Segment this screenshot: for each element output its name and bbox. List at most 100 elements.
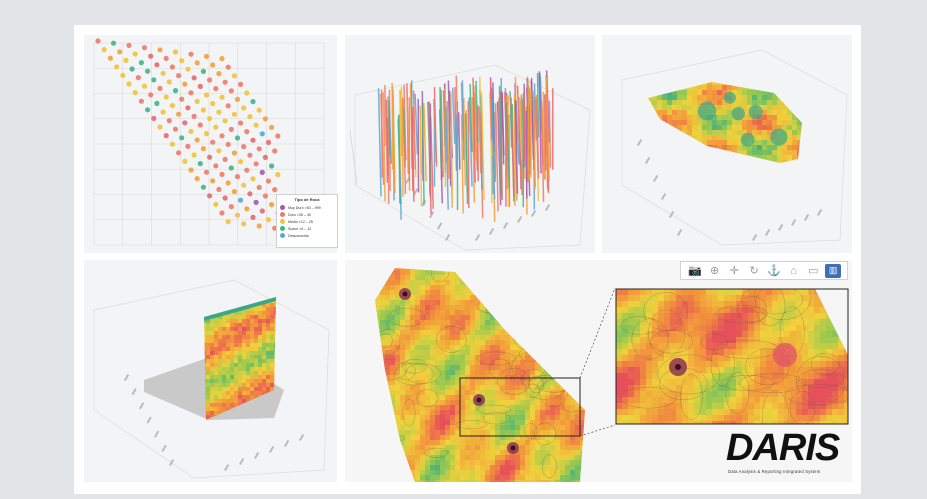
home-icon[interactable]: ⌂ xyxy=(790,264,797,277)
scatter-point xyxy=(210,101,216,107)
scatter-point xyxy=(200,184,206,190)
legend-swatch xyxy=(280,226,285,231)
bar-mark xyxy=(388,100,391,156)
scatter-point xyxy=(157,47,163,53)
scatter-point xyxy=(138,98,144,104)
bar-mark xyxy=(536,94,540,179)
scatter-point xyxy=(228,88,234,94)
scatter-point xyxy=(225,180,231,186)
legend-label: Suave >0 – 12 xyxy=(288,226,312,231)
pan-icon[interactable]: ✛ xyxy=(729,265,739,277)
contour-map xyxy=(375,268,585,482)
scatter-point xyxy=(154,100,160,106)
surface-3d-panel[interactable] xyxy=(602,35,852,253)
scatter-point xyxy=(148,53,154,59)
bar-mark xyxy=(412,90,417,170)
legend-swatch xyxy=(280,212,285,217)
legend-swatch xyxy=(280,219,285,224)
scatter-point xyxy=(256,146,262,152)
scatter-point xyxy=(234,212,241,218)
bar-mark xyxy=(382,92,386,202)
scatter-point xyxy=(265,178,272,184)
bar-mark xyxy=(457,112,461,170)
bar-mark xyxy=(450,113,453,208)
contour-map-panel[interactable] xyxy=(345,260,852,482)
bar-mark xyxy=(464,113,469,205)
logo-tagline: Data Analysis & Reporting Integrated Sys… xyxy=(728,469,821,474)
scatter-point xyxy=(265,139,272,145)
scatter-point xyxy=(259,131,265,137)
plot-toolbar: 📷 ⊕ ✛ ↻ ⚓ ⌂ ▭ ▥ xyxy=(680,261,848,280)
scatter-point xyxy=(176,150,182,156)
scatter-point xyxy=(269,163,275,169)
bar-mark xyxy=(455,114,458,171)
camera-icon[interactable]: 📷 xyxy=(688,265,702,277)
scatter-point xyxy=(145,68,151,74)
bar-mark xyxy=(419,120,423,207)
anchor-icon[interactable]: ⚓ xyxy=(767,265,781,277)
bar-mark xyxy=(397,115,401,204)
bar-mark xyxy=(539,72,543,131)
scatter-point xyxy=(176,73,182,79)
scatter-point xyxy=(210,62,216,68)
scatter-point xyxy=(253,161,259,167)
bar-mark xyxy=(401,100,404,197)
legend-item[interactable]: Duro >35 – 40 xyxy=(280,211,334,218)
legend-item[interactable]: Desconocido xyxy=(280,232,334,239)
scatter-point xyxy=(207,154,213,160)
scatter-point xyxy=(197,161,203,167)
scatter-point xyxy=(250,99,256,105)
scatter-point xyxy=(166,118,172,124)
scatter-point xyxy=(244,167,250,173)
scatter-point xyxy=(114,64,120,70)
scatter-point xyxy=(185,66,191,72)
scatter-point xyxy=(228,204,234,210)
scatter-point xyxy=(225,64,231,70)
scatter-point xyxy=(172,49,179,55)
scatter-point xyxy=(179,96,185,102)
scatter-point xyxy=(132,90,138,96)
scatter-point xyxy=(179,135,185,141)
zoom-icon[interactable]: ⊕ xyxy=(710,265,720,277)
scatter-point xyxy=(262,154,268,160)
bar-mark xyxy=(525,110,528,199)
scatter-point xyxy=(241,182,247,188)
bars-3d-panel[interactable] xyxy=(345,35,595,253)
bar-chart-icon[interactable]: ▥ xyxy=(825,263,842,278)
scatter-point xyxy=(185,105,191,111)
legend-swatch xyxy=(280,205,285,210)
scatter-point xyxy=(138,60,144,66)
legend-item[interactable]: Muy Duro >40 – 999 xyxy=(280,204,334,211)
scatter-point xyxy=(203,92,210,98)
bar-mark xyxy=(505,102,511,188)
bar-mark xyxy=(475,80,479,143)
scatter-point xyxy=(253,122,259,128)
bar-mark xyxy=(528,105,531,175)
scatter-point xyxy=(219,56,225,62)
scatter-point xyxy=(225,219,231,225)
legend-title: Tipo de Roca xyxy=(294,197,320,202)
legend-item[interactable]: Suave >0 – 12 xyxy=(280,225,334,232)
scatter-point xyxy=(172,126,179,132)
bar-mark xyxy=(377,88,382,197)
scatter-point xyxy=(265,217,272,223)
scatter-point xyxy=(123,57,129,63)
scatter-point xyxy=(262,193,268,199)
legend-label: Desconocido xyxy=(288,233,309,238)
scatter-point xyxy=(241,105,247,111)
section-3d-panel[interactable] xyxy=(84,260,337,482)
bar-mark xyxy=(439,87,442,170)
scatter-point xyxy=(256,223,262,229)
scatter-point xyxy=(222,79,228,85)
save-icon[interactable]: ▭ xyxy=(808,265,819,277)
rotate-icon[interactable]: ↻ xyxy=(749,265,759,277)
legend-item[interactable]: Medio >12 – 25 xyxy=(280,218,334,225)
rock-type-legend: Tipo de Roca Muy Duro >40 – 999 Duro >35 … xyxy=(276,194,338,248)
scatter-point xyxy=(141,45,148,51)
scatter-point xyxy=(197,122,203,128)
scatter-point xyxy=(132,51,138,57)
scatter-point xyxy=(203,131,210,137)
bar-mark xyxy=(414,93,419,155)
bar-mark xyxy=(518,98,523,161)
scatter-point xyxy=(207,116,213,122)
